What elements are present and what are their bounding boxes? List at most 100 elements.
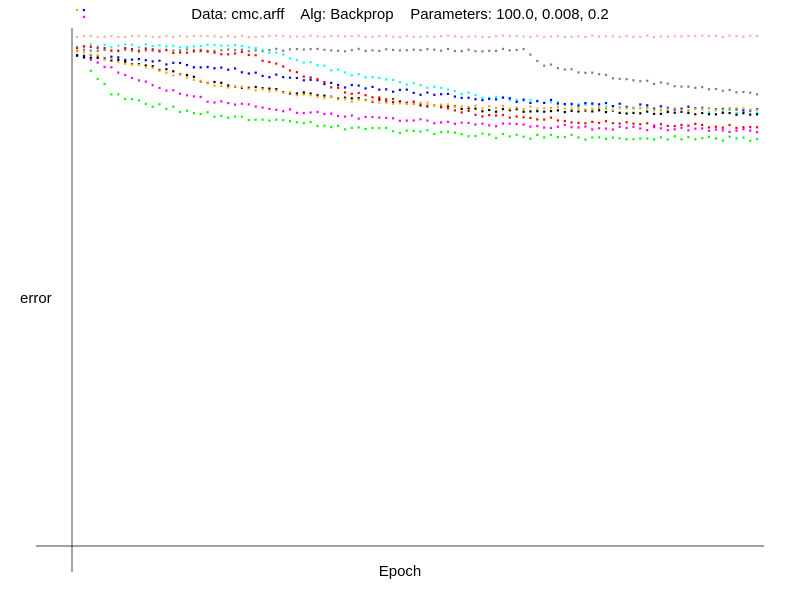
data-point-series-7-46 [392, 117, 395, 120]
data-point-series-2-28 [268, 51, 271, 54]
data-point-series-7-33 [302, 111, 305, 115]
data-point-series-7-72 [570, 126, 573, 129]
data-point-series-8-4 [103, 82, 106, 85]
data-point-series-5-19 [206, 50, 209, 53]
data-point-series-0-99 [756, 34, 759, 38]
data-point-series-2-54 [446, 88, 450, 91]
data-point-series-2-23 [234, 44, 237, 47]
data-point-series-0-24 [240, 34, 243, 37]
data-point-series-4-39 [343, 96, 347, 99]
data-point-series-4-95 [728, 112, 731, 115]
data-point-series-4-72 [570, 109, 573, 112]
data-point-series-2-11 [151, 45, 154, 48]
data-point-series-3-49 [412, 91, 415, 94]
data-point-series-8-54 [446, 130, 450, 133]
data-point-series-1-42 [364, 49, 367, 52]
data-point-series-7-80 [625, 126, 628, 130]
data-point-series-7-61 [495, 125, 498, 128]
data-point-series-6-43 [371, 100, 374, 103]
data-point-series-8-13 [165, 107, 168, 110]
data-point-series-8-55 [453, 131, 456, 134]
data-point-series-2-64 [515, 98, 518, 102]
data-point-series-1-18 [199, 48, 202, 51]
data-point-series-7-19 [206, 100, 209, 103]
data-point-series-8-40 [350, 126, 353, 129]
data-point-series-6-97 [742, 107, 745, 110]
data-point-series-5-34 [309, 76, 312, 79]
data-point-series-1-98 [749, 91, 752, 94]
data-point-series-6-98 [749, 108, 752, 111]
data-point-series-1-48 [405, 49, 408, 52]
data-point-series-8-89 [687, 135, 690, 139]
data-point-series-8-34 [309, 120, 312, 124]
data-point-series-4-77 [604, 111, 608, 114]
data-point-series-2-60 [488, 96, 491, 99]
data-point-series-7-50 [419, 118, 422, 121]
data-point-series-0-4 [103, 35, 106, 38]
data-point-series-6-14 [172, 74, 175, 77]
data-point-series-5-21 [220, 53, 223, 56]
data-point-series-6-30 [282, 91, 285, 94]
data-point-series-6-82 [639, 107, 642, 110]
data-point-series-outlier-0 [76, 9, 79, 12]
data-point-series-3-78 [611, 105, 614, 108]
data-point-series-2-58 [474, 93, 477, 97]
data-point-series-3-16 [185, 63, 189, 67]
data-point-series-0-18 [199, 34, 202, 37]
data-point-series-8-37 [330, 126, 333, 129]
data-point-series-5-88 [680, 123, 683, 126]
data-point-series-5-93 [714, 125, 717, 128]
data-point-series-8-18 [199, 112, 202, 116]
data-point-series-1-55 [453, 49, 456, 53]
data-point-series-2-6 [117, 44, 120, 47]
data-point-series-4-0 [76, 54, 79, 57]
data-point-series-1-17 [192, 48, 195, 52]
data-point-series-1-56 [460, 50, 463, 53]
data-point-series-6-63 [508, 107, 511, 110]
data-point-series-5-78 [611, 122, 614, 125]
data-point-series-5-41 [357, 91, 360, 95]
data-point-series-1-14 [172, 49, 175, 52]
data-point-series-4-60 [488, 108, 491, 112]
data-point-series-5-6 [117, 49, 120, 53]
data-point-series-7-14 [172, 89, 175, 92]
data-point-series-5-3 [96, 46, 99, 49]
data-point-series-5-86 [666, 124, 669, 127]
data-point-series-0-51 [426, 35, 429, 38]
data-point-series-5-13 [165, 49, 168, 52]
data-point-series-3-5 [110, 55, 113, 58]
data-point-series-0-41 [357, 34, 360, 37]
data-point-series-0-5 [110, 35, 113, 38]
data-point-series-8-10 [144, 102, 147, 105]
data-point-series-4-89 [687, 111, 690, 115]
data-point-series-1-60 [488, 49, 491, 52]
data-point-series-8-11 [151, 105, 154, 108]
data-point-series-3-64 [515, 100, 518, 103]
data-point-series-8-33 [302, 122, 305, 125]
data-point-series-5-25 [247, 53, 250, 56]
data-point-series-1-52 [433, 48, 436, 51]
data-point-series-5-63 [508, 116, 511, 119]
data-point-series-1-68 [543, 64, 546, 67]
data-point-series-1-90 [694, 86, 697, 89]
data-point-series-8-62 [501, 132, 505, 136]
data-point-series-1-53 [440, 49, 443, 52]
data-point-series-2-46 [392, 78, 395, 82]
data-point-series-6-68 [543, 107, 546, 110]
data-point-series-8-26 [254, 118, 257, 121]
data-point-series-0-42 [364, 35, 367, 39]
data-point-series-0-46 [392, 35, 395, 38]
data-point-series-6-24 [240, 85, 243, 88]
data-point-series-4-20 [213, 80, 216, 84]
data-point-series-7-82 [639, 127, 642, 130]
data-point-series-3-68 [543, 101, 546, 104]
data-point-series-5-68 [543, 118, 546, 121]
data-point-series-6-79 [618, 107, 621, 110]
data-point-series-8-81 [632, 138, 635, 141]
data-point-series-8-74 [584, 138, 587, 141]
data-point-series-5-56 [460, 111, 463, 114]
data-point-series-2-22 [227, 44, 230, 47]
data-point-series-3-27 [261, 74, 264, 77]
data-point-series-6-69 [549, 106, 553, 109]
data-point-series-1-11 [151, 49, 154, 52]
